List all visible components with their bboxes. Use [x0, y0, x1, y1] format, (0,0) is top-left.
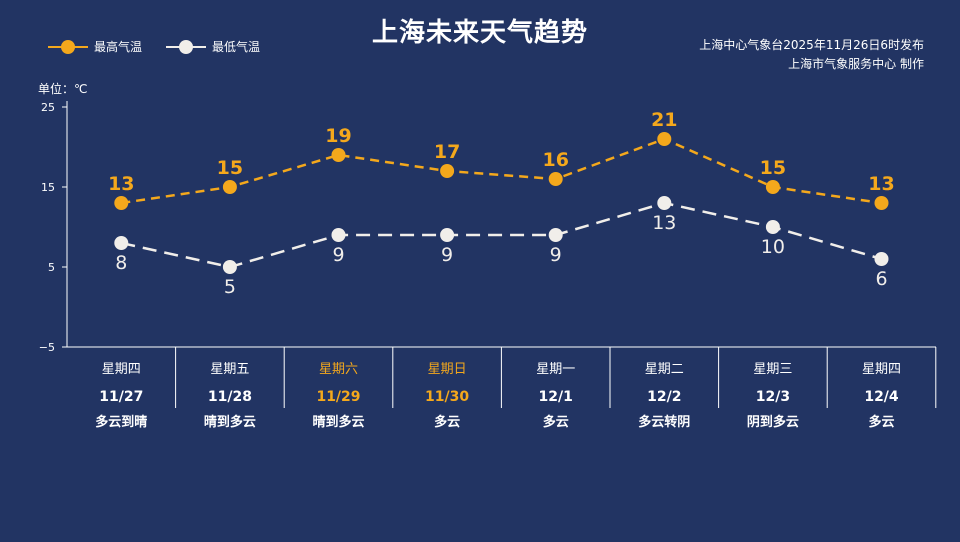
- weekday-label: 星期四: [862, 362, 901, 377]
- publisher-line-1: 上海中心气象台2025年11月26日6时发布: [699, 38, 924, 52]
- legend-low-label: 最低气温: [212, 40, 261, 54]
- date-label: 11/27: [99, 389, 143, 405]
- unit-label: 单位：℃: [38, 82, 88, 96]
- weekday-label: 星期日: [428, 362, 467, 377]
- high-temperature-label: 13: [868, 173, 894, 195]
- legend-high-label: 最高气温: [94, 40, 143, 54]
- date-label: 11/28: [208, 389, 252, 405]
- high-temperature-label: 17: [434, 141, 460, 163]
- weekday-label: 星期四: [102, 362, 141, 377]
- low-temperature-label: 9: [550, 244, 562, 266]
- high-temperature-label: 19: [325, 125, 351, 147]
- date-label: 11/29: [316, 389, 360, 405]
- high-temperature-point: [874, 196, 889, 210]
- low-temperature-label: 13: [652, 212, 676, 234]
- y-tick-label: −5: [39, 341, 55, 354]
- page-title: 上海未来天气趋势: [371, 18, 588, 48]
- high-temperature-label: 15: [217, 157, 243, 179]
- legend-item-high: 最高气温: [48, 38, 142, 55]
- high-temperature-label: 16: [542, 149, 568, 171]
- legend-low-swatch-icon: [166, 39, 207, 54]
- publisher-line-2: 上海市气象服务中心 制作: [788, 57, 924, 71]
- high-temperature-line: [121, 137, 882, 205]
- high-temperature-label: 21: [651, 109, 677, 131]
- weather-label: 多云: [868, 414, 894, 430]
- weekday-label: 星期一: [536, 362, 575, 377]
- high-temperature-label: 13: [108, 173, 134, 195]
- date-label: 12/1: [539, 389, 573, 405]
- weather-label: 晴到多云: [204, 414, 256, 430]
- low-temperature-point: [765, 220, 780, 234]
- legend-item-low: 最低气温: [166, 38, 260, 55]
- weekday-label: 星期五: [210, 362, 249, 377]
- low-temperature-label: 5: [224, 276, 236, 298]
- low-temperature-label: 8: [115, 252, 127, 274]
- legend-high-swatch-icon: [48, 39, 88, 54]
- high-temperature-point: [765, 180, 780, 194]
- high-temperature-label: 15: [760, 157, 786, 179]
- weekday-label: 星期二: [645, 362, 684, 377]
- chart-legend: 最高气温 最低气温: [48, 38, 284, 55]
- low-temperature-point: [331, 228, 346, 242]
- low-temperature-point: [874, 252, 889, 266]
- low-temperature-label: 10: [761, 236, 785, 258]
- low-temperature-label: 9: [332, 244, 344, 266]
- high-temperature-point: [114, 196, 129, 210]
- weather-label: 阴到多云: [747, 414, 799, 430]
- weather-label: 多云到晴: [95, 414, 147, 430]
- low-temperature-label: 6: [875, 268, 887, 290]
- date-label: 11/30: [425, 389, 469, 405]
- low-temperature-point: [548, 228, 563, 242]
- weather-label: 多云转阴: [638, 414, 690, 430]
- high-temperature-point: [222, 180, 237, 194]
- weather-label: 多云: [434, 414, 460, 430]
- date-label: 12/4: [864, 389, 899, 405]
- weekday-label: 星期六: [319, 362, 358, 377]
- date-label: 12/3: [756, 389, 790, 405]
- high-temperature-point: [440, 164, 455, 178]
- publisher-info: 上海中心气象台2025年11月26日6时发布 上海市气象服务中心 制作: [699, 36, 924, 74]
- low-temperature-point: [222, 260, 237, 274]
- y-tick-label: 15: [41, 181, 55, 194]
- weekday-label: 星期三: [753, 362, 792, 377]
- low-temperature-point: [657, 196, 672, 210]
- high-temperature-point: [548, 172, 563, 186]
- low-temperature-label: 9: [441, 244, 453, 266]
- weather-label: 晴到多云: [312, 414, 364, 430]
- high-temperature-point: [331, 148, 346, 162]
- date-label: 12/2: [647, 389, 681, 405]
- low-temperature-point: [114, 236, 129, 250]
- y-tick-label: 5: [48, 261, 55, 274]
- y-tick-label: 25: [41, 101, 55, 114]
- low-temperature-point: [440, 228, 455, 242]
- high-temperature-point: [657, 132, 672, 146]
- low-temperature-line: [121, 201, 882, 269]
- weather-label: 多云: [543, 414, 569, 430]
